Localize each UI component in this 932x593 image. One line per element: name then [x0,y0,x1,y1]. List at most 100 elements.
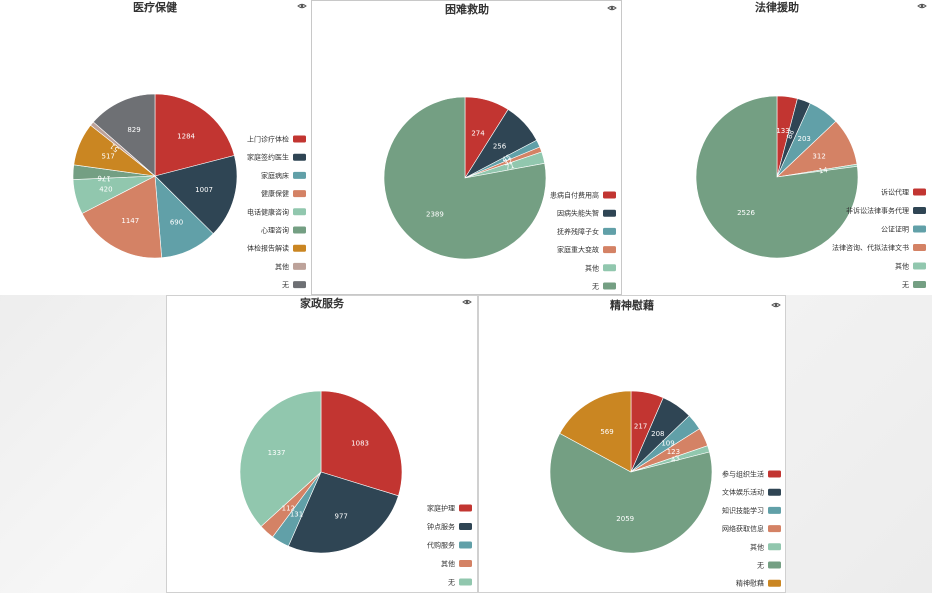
slice-value-label: 131 [290,511,303,519]
legend-swatch [768,561,781,569]
eye-icon[interactable] [607,5,617,11]
legend-item[interactable]: 因病失能失智 [557,209,616,218]
pie-slice-6[interactable] [549,433,713,554]
legend-swatch [293,190,306,198]
eye-icon[interactable] [917,3,927,9]
slice-value-label: 51 [109,142,121,154]
pie-slice-6[interactable] [383,96,547,260]
legend-item[interactable]: 代购服务 [427,541,472,550]
legend-item[interactable]: 上门诊疗体检 [247,135,306,144]
slice-value-label: 133 [776,127,789,135]
slice-value-label: 274 [471,129,485,137]
legend-label: 抚养残障子女 [557,227,599,236]
legend-swatch [459,578,472,586]
legend-item[interactable]: 文体娱乐活动 [722,488,781,497]
legend-swatch [913,244,926,251]
slice-value-label: 420 [99,186,112,194]
legend-item[interactable]: 钟点服务 [427,522,472,531]
pie-slice-5[interactable] [239,390,322,527]
legend-item[interactable]: 非诉讼法律事务代理 [846,206,926,215]
legend-item[interactable]: 体检报告解读 [247,244,306,253]
legend-item[interactable]: 法律咨询、代拟法律文书 [832,243,926,252]
eye-icon[interactable] [297,3,307,9]
legend-swatch [913,225,926,233]
legend-item[interactable]: 心理咨询 [261,226,306,235]
pie-slice-9[interactable] [92,93,156,177]
slice-value-label: 43 [670,454,681,464]
legend-label: 网络获取信息 [722,524,764,533]
legend-swatch [768,506,781,514]
chart-panel-medical: 医疗保健 1284 1007 690 1147 420 176 517 51 829 上门诊疗体检家… [0,0,311,295]
legend-item[interactable]: 电话健康咨询 [247,207,306,216]
legend-item[interactable]: 其他 [275,262,306,271]
slice-value-label: 112 [282,505,295,513]
legend-label: 患病自付费用高 [550,191,599,200]
legend-item[interactable]: 诉讼代理 [881,188,926,197]
eye-icon[interactable] [771,302,781,308]
legend-label: 家庭病床 [261,171,289,180]
legend-label: 非诉讼法律事务代理 [846,206,909,215]
slice-value-label: 88 [785,129,796,140]
eye-icon[interactable] [462,299,472,305]
slice-value-label: 217 [634,423,647,431]
legend-item[interactable]: 健康保健 [261,189,306,198]
legend-item[interactable]: 无 [282,281,306,289]
pie-slice-1[interactable] [154,93,235,177]
legend-item[interactable]: 患病自付费用高 [550,191,616,200]
slice-value-label: 977 [335,513,348,521]
legend-item[interactable]: 无 [902,281,926,289]
legend-item[interactable]: 公证证明 [881,225,926,234]
legend-swatch [913,262,926,270]
pie-slice-2[interactable] [154,155,238,235]
pie-slice-6[interactable] [695,95,859,259]
legend-label: 健康保健 [261,189,289,198]
legend-swatch [913,207,926,214]
legend-item[interactable]: 精神慰藉 [736,579,781,588]
legend-label: 无 [282,281,289,289]
legend-item[interactable]: 无 [592,282,616,291]
legend-item[interactable]: 参与组织生活 [722,470,781,479]
legend-item[interactable]: 家庭重大变故 [557,245,616,254]
slice-value-label: 1083 [351,440,369,448]
legend-item[interactable]: 家庭病床 [261,171,306,180]
legend-swatch [293,153,306,161]
legend-item[interactable]: 无 [757,561,781,570]
chart-panel-spiritual-comfort: 精神慰藉 217 208 109 123 43 2059 569 参与组织生活 文体娱乐活动 知识技… [478,295,786,593]
pie-slice-1[interactable] [320,390,403,497]
chart-panel-legal-aid: 法律援助 133 88 203 312 14 2526 诉讼代理 非诉讼法律事务代理 公证证明 法律… [622,0,932,295]
legend-swatch [293,262,306,270]
legend-label: 体检报告解读 [247,244,289,253]
slice-value-label: 45 [501,153,512,164]
legend-item[interactable]: 其他 [895,262,926,271]
legend-item[interactable]: 其他 [585,263,616,272]
legend-item[interactable]: 无 [448,578,472,587]
legend-item[interactable]: 知识技能学习 [722,506,781,515]
legend-label: 精神慰藉 [736,579,764,588]
legend-swatch [459,504,472,512]
legend-swatch [603,227,616,235]
legend-label: 法律咨询、代拟法律文书 [832,243,909,252]
pie-slice-7[interactable] [559,390,632,473]
pie-slice-4[interactable] [81,175,163,259]
legend-label: 上门诊疗体检 [247,135,289,144]
legend-item[interactable]: 家庭签约医生 [247,153,306,162]
legend-item[interactable]: 抚养残障子女 [557,227,616,236]
legend-item[interactable]: 其他 [441,559,472,568]
legend-item[interactable]: 其他 [750,542,781,551]
legend-label: 其他 [750,542,764,551]
pie-slice-2[interactable] [288,471,399,554]
legend-label: 代购服务 [427,541,455,550]
legend-label: 公证证明 [881,226,909,234]
legend-swatch [603,246,616,254]
legend-item[interactable]: 网络获取信息 [722,524,781,533]
legend-item[interactable]: 家庭护理 [427,504,472,513]
chart-title: 困难救助 [445,2,489,16]
slice-value-label: 569 [600,428,613,436]
slice-value-label: 1007 [195,186,213,194]
slice-value-label: 2389 [426,211,444,219]
chart-title: 精神慰藉 [610,298,654,312]
